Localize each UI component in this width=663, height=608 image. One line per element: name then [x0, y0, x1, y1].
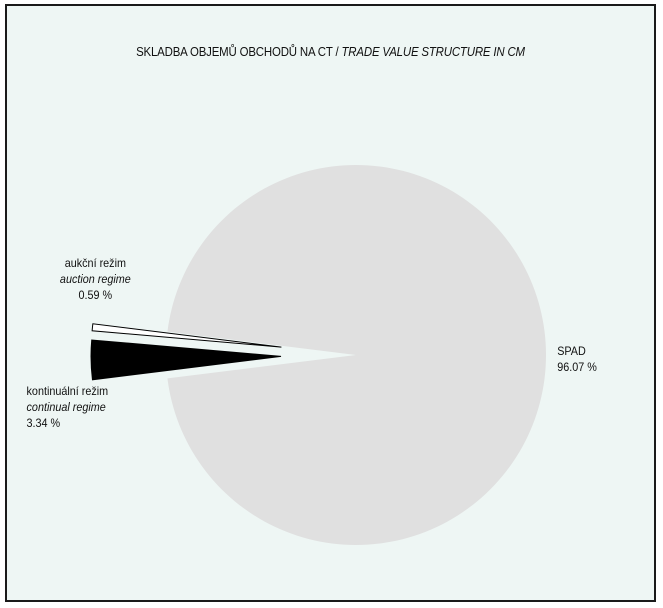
slice-spad: [167, 165, 546, 545]
label-continual-cz: kontinuální režim: [26, 384, 109, 398]
title-czech: SKLADBA OBJEMŮ OBCHODŮ NA CT: [136, 44, 333, 59]
label-continual-value: 3.34 %: [26, 416, 61, 430]
slice-auction: [91, 323, 282, 348]
title-separator: /: [332, 44, 342, 59]
slice-label-auction: aukční režim auction regime 0.59 %: [60, 255, 131, 303]
label-continual-en: continual regime: [26, 400, 106, 414]
title-english: TRADE VALUE STRUCTURE IN CM: [341, 44, 526, 59]
label-auction-en: auction regime: [59, 272, 131, 286]
slice-continual: [90, 339, 282, 381]
chart-title: SKLADBA OBJEMŮ OBCHODŮ NA CT / TRADE VAL…: [46, 44, 615, 59]
label-auction-cz: aukční režim: [64, 256, 126, 270]
label-auction-value: 0.59 %: [78, 288, 113, 302]
slice-label-continual: kontinuální režim continual regime 3.34 …: [27, 383, 109, 431]
label-spad-value: 96.07 %: [557, 360, 597, 374]
slice-label-spad: SPAD 96.07 %: [557, 343, 597, 375]
label-spad-cz: SPAD: [557, 344, 586, 358]
